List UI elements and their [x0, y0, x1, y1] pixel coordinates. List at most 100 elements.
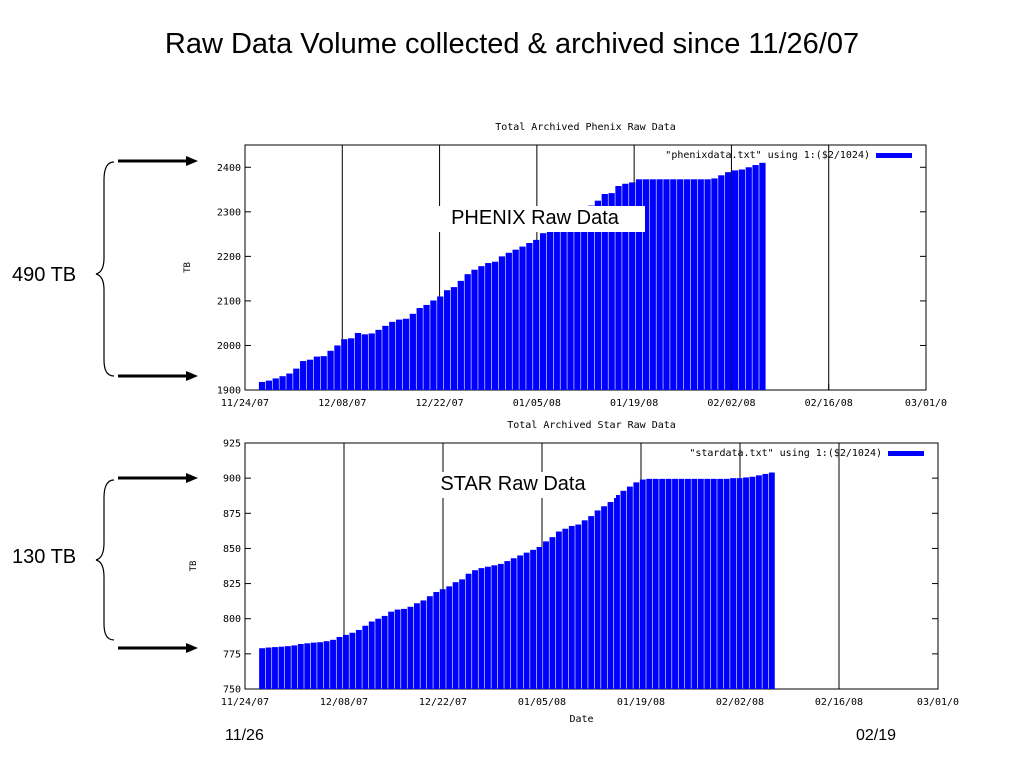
- data-bar: [354, 332, 362, 390]
- data-bar: [286, 373, 293, 390]
- data-bar: [471, 269, 478, 390]
- data-bar: [685, 478, 691, 689]
- data-bar: [601, 506, 607, 689]
- data-bar: [697, 179, 704, 390]
- x-tick-label: 12/22/07: [415, 398, 463, 409]
- data-bar: [313, 356, 320, 390]
- data-bar: [368, 333, 375, 390]
- data-bar: [738, 169, 746, 390]
- data-bar: [642, 179, 650, 390]
- footer-start-date: 11/26: [225, 727, 264, 744]
- data-bar: [635, 179, 643, 390]
- data-bar: [265, 647, 272, 689]
- data-bar: [258, 381, 266, 390]
- star-brace-icon: [95, 479, 115, 641]
- data-bar: [614, 495, 620, 689]
- chart-callout-label: STAR Raw Data: [440, 473, 586, 495]
- data-bar: [446, 586, 453, 689]
- data-bar: [594, 510, 601, 689]
- footer-end-date: 02/19: [856, 727, 897, 744]
- callout-background: [425, 206, 645, 232]
- data-bar: [330, 639, 336, 689]
- data-bar: [348, 338, 355, 390]
- data-bar: [381, 615, 388, 689]
- data-bar: [755, 475, 762, 689]
- x-tick-label: 02/16/08: [805, 398, 853, 409]
- x-tick-label: 12/08/07: [318, 398, 366, 409]
- phenix-chart: Total Archived Phenix Raw Data 1900 2000 21…: [183, 122, 947, 409]
- data-bar: [568, 525, 575, 689]
- data-bar: [553, 220, 560, 390]
- data-bar: [465, 573, 472, 689]
- data-bar: [749, 476, 756, 689]
- data-bar: [543, 541, 549, 689]
- data-bar: [484, 566, 491, 689]
- x-tick-label: 03/01/0: [905, 398, 947, 409]
- data-bar: [745, 167, 752, 390]
- data-bar: [711, 178, 718, 390]
- data-bar: [389, 321, 396, 390]
- x-tick-label: 02/02/08: [707, 398, 755, 409]
- x-tick-label: 11/24/07: [221, 398, 269, 409]
- x-tick-label: 12/08/07: [320, 697, 368, 708]
- x-tick-label: 01/05/08: [518, 697, 566, 708]
- x-tick-label: 11/24/07: [221, 697, 269, 708]
- data-bar: [768, 472, 775, 689]
- data-bar: [278, 646, 285, 689]
- data-bar: [259, 648, 265, 689]
- data-bar: [560, 217, 567, 390]
- data-bar: [272, 647, 278, 689]
- data-bar: [555, 531, 562, 689]
- data-bar: [497, 563, 504, 689]
- y-tick-label: 875: [223, 509, 241, 520]
- y-tick-label: 825: [223, 579, 241, 590]
- data-bar: [336, 636, 343, 689]
- data-bar: [718, 175, 725, 390]
- data-bar: [512, 249, 519, 390]
- data-bar: [317, 642, 324, 689]
- data-bar: [526, 243, 533, 390]
- callout-background: [410, 472, 616, 498]
- data-bar: [284, 646, 291, 689]
- data-bar: [341, 339, 348, 390]
- data-bar: [401, 608, 407, 689]
- data-bar: [395, 319, 403, 390]
- y-tick-label: 2100: [217, 296, 241, 307]
- data-bar: [704, 478, 711, 689]
- star-bottom-arrow-icon: [118, 643, 198, 653]
- data-bar: [420, 600, 427, 689]
- data-bar: [677, 179, 684, 390]
- y-tick-label: 775: [223, 649, 241, 660]
- star-top-arrow-icon: [118, 473, 198, 483]
- data-bar: [368, 621, 375, 689]
- data-bar: [601, 194, 608, 390]
- data-bar: [615, 185, 622, 390]
- y-tick-label: 2300: [217, 207, 241, 218]
- data-bar: [546, 226, 554, 390]
- data-bar: [272, 378, 279, 390]
- data-bar: [665, 478, 672, 689]
- data-bar: [759, 162, 766, 390]
- data-bar: [457, 280, 464, 390]
- data-bar: [416, 308, 423, 390]
- data-bar: [533, 239, 540, 390]
- legend-label: "phenixdata.txt" using 1:($2/1024): [665, 150, 870, 161]
- data-bar: [672, 478, 678, 689]
- data-bar: [523, 552, 530, 689]
- legend-swatch: [876, 153, 912, 158]
- phenix-bottom-arrow-icon: [118, 371, 198, 381]
- data-bar: [639, 479, 646, 689]
- data-bar: [530, 549, 537, 689]
- y-tick-label: 1900: [217, 386, 241, 397]
- data-bar: [730, 478, 737, 689]
- data-bar: [498, 256, 506, 390]
- x-axis-label: Date: [569, 714, 593, 725]
- data-bar: [375, 618, 382, 689]
- data-bar: [549, 537, 556, 689]
- chart-title: Total Archived Phenix Raw Data: [495, 122, 676, 133]
- data-bar: [620, 490, 627, 689]
- data-bar: [736, 478, 743, 689]
- data-bar: [588, 516, 595, 689]
- data-bar: [670, 179, 677, 390]
- data-bar: [504, 561, 511, 689]
